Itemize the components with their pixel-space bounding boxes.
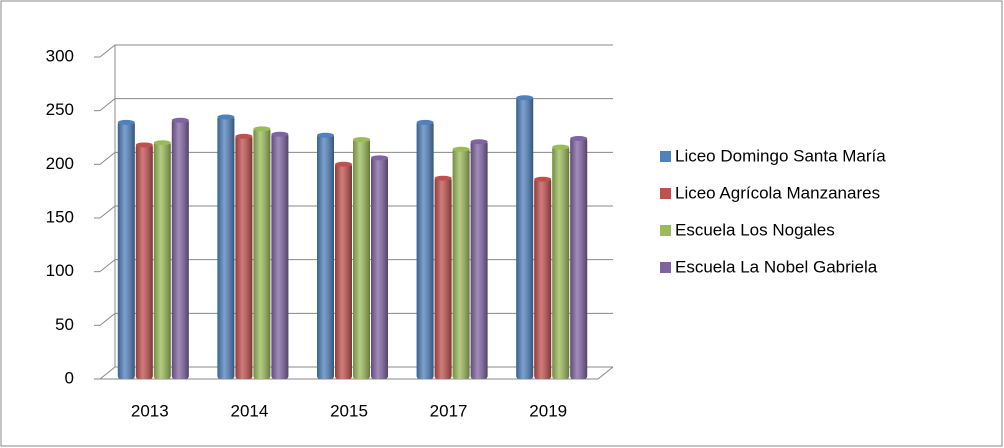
bar-shade: [271, 133, 289, 379]
bar-top: [171, 117, 189, 123]
grid-line-side: [99, 205, 116, 219]
bar-shade: [452, 148, 470, 379]
bar-shade: [171, 119, 189, 380]
y-tick-label: 100: [46, 261, 74, 280]
bar-shade: [335, 163, 352, 379]
x-tick-label: 2013: [131, 401, 169, 420]
bar-top: [271, 131, 289, 137]
grid-line-side: [99, 312, 116, 326]
grid-line-side: [99, 98, 116, 112]
bar-top: [217, 114, 235, 120]
bar-shade: [117, 121, 135, 380]
bar-shade: [552, 146, 570, 379]
bar-top: [253, 126, 271, 132]
bar-top: [153, 140, 171, 146]
legend-swatch: [660, 151, 671, 162]
bar-shade: [434, 177, 452, 379]
bar-top: [335, 161, 352, 167]
y-tick-label: 300: [46, 46, 74, 65]
bar-top: [371, 155, 388, 161]
y-tick-label: 150: [46, 207, 74, 226]
grid-line-side: [99, 366, 116, 380]
y-tick-label: 250: [46, 100, 74, 119]
bar-top: [534, 176, 552, 182]
grid-line-side: [99, 151, 116, 165]
x-tick-label: 2017: [430, 401, 468, 420]
bar-shade: [470, 140, 488, 379]
legend-swatch: [660, 262, 671, 273]
bar-shade: [253, 127, 271, 379]
bar-top: [353, 137, 370, 143]
x-tick-label: 2014: [230, 401, 268, 420]
bar-shade: [534, 178, 552, 379]
bar-shade: [217, 116, 235, 380]
legend-label: Escuela La Nobel Gabriela: [675, 257, 878, 276]
bar-shade: [135, 143, 153, 379]
legend-swatch: [660, 188, 671, 199]
legend-label: Escuela Los Nogales: [675, 220, 835, 239]
bar-shade: [353, 138, 370, 379]
x-tick-label: 2019: [529, 401, 567, 420]
legend-label: Liceo Domingo Santa María: [675, 146, 886, 165]
bar-top: [516, 95, 534, 101]
bar-shade: [516, 96, 534, 380]
bar-top: [470, 139, 488, 145]
bar-shade: [235, 135, 253, 379]
bar-top: [117, 119, 135, 125]
legend-swatch: [660, 225, 671, 236]
bar-top: [570, 136, 588, 141]
legend-label: Liceo Agrícola Manzanares: [675, 183, 880, 202]
bar-top: [552, 144, 570, 150]
bar-top: [135, 142, 153, 148]
bar-shade: [153, 141, 171, 379]
bar-shade: [570, 137, 588, 379]
bar-top: [452, 146, 470, 152]
y-tick-label: 200: [46, 154, 74, 173]
y-tick-label: 0: [65, 368, 74, 387]
bar-top: [317, 132, 334, 138]
axis-floor-right: [597, 366, 614, 380]
grid-line-side: [99, 44, 116, 58]
bar-top: [434, 175, 452, 181]
bar-shade: [416, 121, 434, 380]
x-tick-label: 2015: [330, 401, 368, 420]
bar-shade: [371, 156, 388, 379]
y-tick-label: 50: [55, 315, 74, 334]
bar-top: [416, 119, 434, 125]
bar-shade: [317, 134, 334, 379]
bar-top: [235, 133, 253, 139]
grid-line-side: [99, 259, 116, 273]
